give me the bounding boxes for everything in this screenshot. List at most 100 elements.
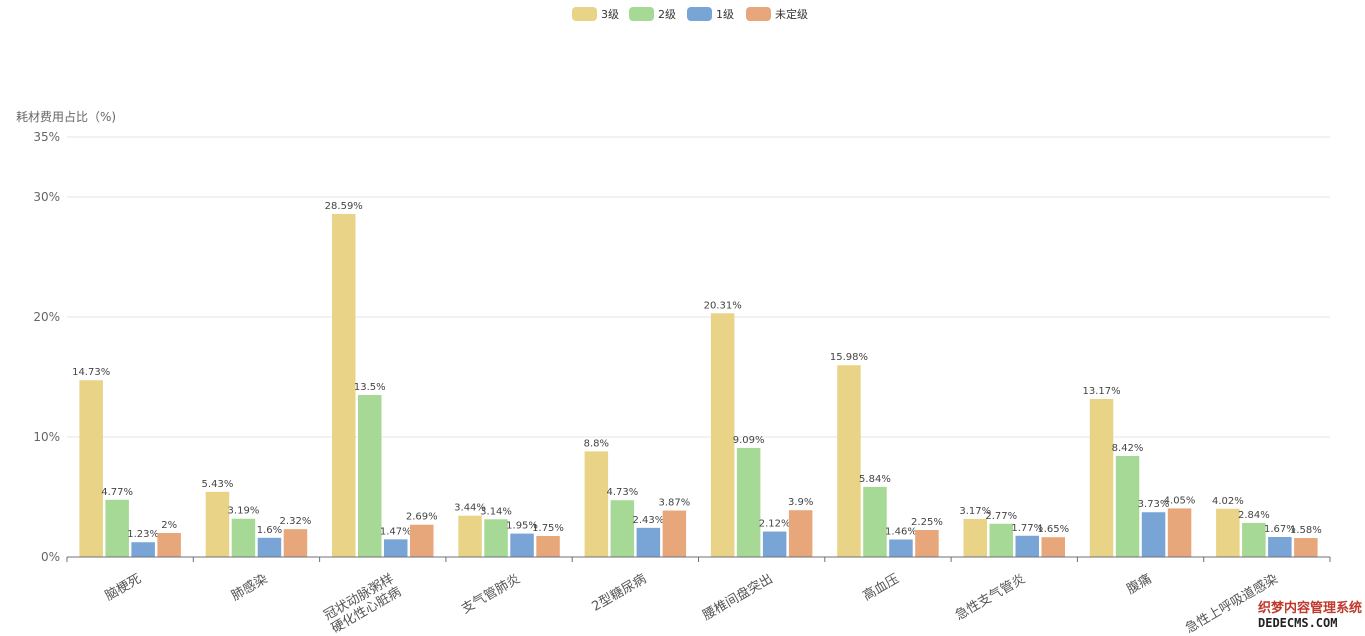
- bar[interactable]: [610, 500, 635, 557]
- x-tick-label: 肺感染: [229, 571, 271, 604]
- data-label: 2.84%: [1238, 510, 1270, 521]
- bar[interactable]: [1041, 537, 1066, 557]
- data-label: 13.17%: [1082, 386, 1120, 397]
- data-label: 9.09%: [733, 435, 765, 446]
- bar[interactable]: [510, 533, 534, 557]
- bar[interactable]: [1242, 522, 1266, 557]
- x-tick-label-line: 急性支气管炎: [953, 571, 1029, 624]
- bar[interactable]: [837, 365, 861, 557]
- data-label: 1.65%: [1037, 524, 1069, 535]
- bar[interactable]: [1089, 398, 1114, 557]
- bar[interactable]: [662, 510, 687, 557]
- data-label: 1.77%: [1011, 523, 1043, 534]
- bar[interactable]: [384, 539, 408, 557]
- legend-label[interactable]: 3级: [601, 8, 619, 21]
- legend[interactable]: 3级 2级 1级 未定级: [572, 7, 808, 21]
- legend-label[interactable]: 未定级: [775, 7, 808, 21]
- bar[interactable]: [105, 499, 129, 557]
- legend-label[interactable]: 2级: [658, 8, 676, 21]
- grid-lines: [67, 136, 1330, 438]
- bar[interactable]: [762, 531, 787, 557]
- data-label: 2.32%: [280, 516, 312, 527]
- bar[interactable]: [79, 380, 103, 557]
- x-axis: 脑梗死 肺感染 冠状动脉粥样硬化性心脏病 支气管肺炎 2型糖尿病 腰椎间盘突出 高血压 急性支…: [66, 556, 1331, 636]
- data-label: 4.02%: [1212, 496, 1244, 507]
- bar[interactable]: [963, 518, 988, 557]
- data-label: 3.73%: [1138, 499, 1170, 510]
- bar[interactable]: [283, 529, 308, 557]
- legend-swatch[interactable]: [687, 7, 712, 21]
- bar[interactable]: [484, 519, 508, 557]
- bar[interactable]: [231, 518, 256, 557]
- bar[interactable]: [1294, 538, 1318, 557]
- data-label: 1.23%: [127, 529, 159, 540]
- bar[interactable]: [410, 524, 434, 557]
- bar[interactable]: [989, 523, 1014, 557]
- data-label: 14.73%: [72, 367, 110, 378]
- legend-label[interactable]: 1级: [716, 8, 734, 21]
- x-tick-label-line: 腰椎间盘突出: [700, 571, 776, 624]
- bar[interactable]: [915, 530, 939, 557]
- watermark-line1: 织梦内容管理系统: [1258, 600, 1362, 616]
- data-label: 2.25%: [911, 517, 943, 528]
- bar[interactable]: [205, 491, 230, 557]
- bar[interactable]: [636, 527, 661, 557]
- bar[interactable]: [584, 451, 609, 557]
- bar-series: 14.73% 4.77% 1.23%2% 5.43% 3.19% 1.6%2.32% 28.…: [72, 201, 1322, 558]
- legend-swatch[interactable]: [572, 7, 597, 21]
- x-tick-label: 高血压: [860, 571, 902, 604]
- bar[interactable]: [788, 510, 813, 557]
- data-label: 4.73%: [606, 487, 638, 498]
- data-label: 3.17%: [959, 506, 991, 517]
- legend-swatch[interactable]: [746, 7, 771, 21]
- x-tick-label: 冠状动脉粥样硬化性心脏病: [321, 571, 404, 636]
- bar[interactable]: [736, 447, 761, 557]
- data-label: 4.77%: [101, 487, 133, 498]
- data-label: 3.9%: [788, 497, 813, 508]
- bar[interactable]: [131, 542, 155, 557]
- watermark-line2: DEDECMS.COM: [1258, 616, 1337, 630]
- data-label: 3.19%: [228, 506, 260, 517]
- bar[interactable]: [1141, 512, 1166, 557]
- bar[interactable]: [358, 395, 382, 557]
- data-label: 2.43%: [632, 515, 664, 526]
- data-label: 28.59%: [325, 201, 363, 212]
- legend-swatch[interactable]: [629, 7, 654, 21]
- x-tick-label-line: 2型糖尿病: [589, 571, 649, 615]
- bar[interactable]: [1015, 535, 1040, 557]
- bar[interactable]: [157, 533, 181, 557]
- bar[interactable]: [1216, 508, 1240, 557]
- bar[interactable]: [458, 515, 482, 557]
- x-tick-label: 腰椎间盘突出: [700, 571, 776, 624]
- x-tick-label-line: 支气管肺炎: [459, 571, 523, 617]
- bar[interactable]: [710, 313, 735, 557]
- x-tick-label: 支气管肺炎: [459, 571, 523, 617]
- bar[interactable]: [889, 539, 913, 557]
- x-tick-label: 急性支气管炎: [953, 571, 1029, 624]
- y-tick-label: 30%: [33, 190, 60, 204]
- x-tick-label-line: 腹痛: [1124, 571, 1155, 598]
- bar[interactable]: [536, 536, 560, 557]
- bar[interactable]: [1268, 536, 1292, 557]
- x-tick-label: 腹痛: [1124, 571, 1155, 598]
- data-label: 3.87%: [658, 498, 690, 509]
- bar[interactable]: [332, 213, 356, 558]
- bar[interactable]: [863, 486, 887, 557]
- data-label: 2.12%: [759, 519, 791, 530]
- data-label: 3.14%: [480, 506, 512, 517]
- watermark-background: [1255, 598, 1359, 632]
- bar[interactable]: [1115, 455, 1140, 557]
- bar[interactable]: [1167, 508, 1192, 557]
- data-label: 1.75%: [532, 523, 564, 534]
- data-label: 5.84%: [859, 474, 891, 485]
- data-label: 1.95%: [506, 521, 538, 532]
- data-label: 1.67%: [1264, 524, 1296, 535]
- data-label: 1.47%: [380, 526, 412, 537]
- data-label: 1.46%: [885, 526, 917, 537]
- y-axis-label: 耗材费用占比（%): [16, 109, 116, 124]
- data-label: 2.69%: [406, 512, 438, 523]
- y-axis-ticks: 0% 10% 20% 30% 35%: [33, 130, 60, 564]
- bar[interactable]: [257, 537, 282, 557]
- x-tick-label-line: 高血压: [860, 571, 902, 604]
